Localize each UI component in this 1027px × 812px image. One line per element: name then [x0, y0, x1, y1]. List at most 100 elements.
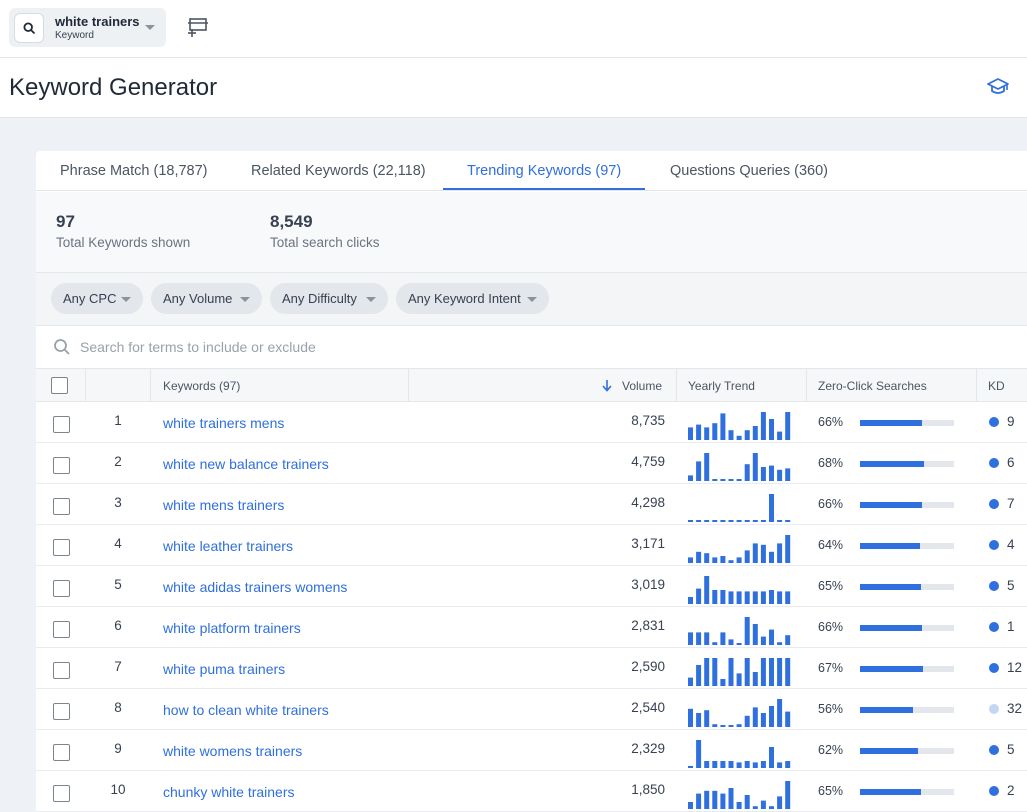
- kd-value: 6: [1007, 455, 1015, 470]
- keyword-link[interactable]: chunky white trainers: [163, 784, 295, 800]
- trend-bar: [704, 520, 710, 522]
- difficulty-filter[interactable]: Any Difficulty: [270, 283, 388, 314]
- trend-bar: [696, 632, 702, 645]
- row-rank: 1: [114, 413, 122, 428]
- volume-value: 2,329: [631, 741, 665, 756]
- graduation-cap-icon[interactable]: [986, 77, 1010, 97]
- row-rank: 7: [114, 659, 122, 674]
- table-row: 4 white leather trainers 3,171 64% 4: [36, 525, 1027, 566]
- zero-click-bar-fill: [860, 789, 922, 795]
- tab-phrase-match[interactable]: Phrase Match (18,787): [60, 163, 208, 179]
- row-checkbox[interactable]: [53, 457, 70, 474]
- kd-indicator-dot: [989, 417, 999, 427]
- row-checkbox[interactable]: [53, 416, 70, 433]
- trend-bar: [736, 762, 742, 768]
- chevron-down-icon[interactable]: [145, 25, 155, 30]
- keyword-link[interactable]: white womens trainers: [163, 743, 303, 759]
- tab-questions-queries[interactable]: Questions Queries (360): [670, 163, 828, 179]
- keyword-link[interactable]: white adidas trainers womens: [163, 579, 348, 595]
- column-divider: [85, 369, 86, 402]
- zero-click-percent: 56%: [818, 702, 844, 716]
- kd-value: 1: [1007, 619, 1015, 634]
- row-checkbox[interactable]: [53, 744, 70, 761]
- column-divider: [976, 369, 977, 402]
- trend-bar: [696, 461, 702, 481]
- search-button[interactable]: [14, 13, 44, 43]
- yearly-trend-sparkline: [688, 576, 791, 604]
- tab-bar: Phrase Match (18,787) Related Keywords (…: [36, 151, 1027, 191]
- select-all-checkbox[interactable]: [51, 377, 68, 394]
- keyword-link[interactable]: white mens trainers: [163, 497, 285, 513]
- keyword-link[interactable]: white new balance trainers: [163, 456, 329, 472]
- trend-bar: [720, 556, 726, 563]
- keyword-intent-filter[interactable]: Any Keyword Intent: [396, 283, 549, 314]
- trend-bar: [785, 591, 791, 604]
- zero-click-bar-fill: [860, 543, 921, 549]
- trend-bar: [704, 658, 710, 686]
- keyword-link[interactable]: how to clean white trainers: [163, 702, 329, 718]
- keyword-link[interactable]: white puma trainers: [163, 661, 286, 677]
- zero-click-bar: [860, 625, 954, 631]
- row-checkbox[interactable]: [53, 703, 70, 720]
- keyword-selector[interactable]: white trainers Keyword: [9, 8, 166, 47]
- keywords-column-header[interactable]: Keywords (97): [163, 379, 241, 393]
- keyword-link[interactable]: white trainers mens: [163, 415, 285, 431]
- trend-bar: [752, 762, 758, 768]
- trend-bar: [736, 673, 742, 686]
- add-to-list-icon[interactable]: [186, 15, 210, 39]
- trend-bar: [688, 597, 693, 604]
- zero-click-percent: 66%: [818, 620, 844, 634]
- trend-bar: [769, 747, 774, 768]
- cpc-filter[interactable]: Any CPC: [51, 283, 143, 314]
- total-clicks-label: Total search clicks: [270, 235, 380, 250]
- zero-click-percent: 62%: [818, 743, 844, 757]
- row-checkbox[interactable]: [53, 785, 70, 802]
- trend-bar: [736, 802, 742, 809]
- trend-bar: [696, 713, 702, 727]
- tab-related-keywords[interactable]: Related Keywords (22,118): [251, 163, 426, 179]
- keyword-link[interactable]: white leather trainers: [163, 538, 293, 554]
- kd-value: 4: [1007, 537, 1015, 552]
- kd-column-header[interactable]: KD: [988, 379, 1005, 393]
- trend-bar: [712, 724, 718, 727]
- term-search-input[interactable]: [80, 334, 680, 360]
- trend-bar: [752, 624, 758, 645]
- trend-bar: [688, 557, 693, 563]
- zero-click-bar-fill: [860, 502, 923, 508]
- trend-bar: [696, 740, 702, 768]
- kd-indicator-dot: [989, 786, 999, 796]
- row-checkbox[interactable]: [53, 498, 70, 515]
- trend-bar: [785, 781, 791, 809]
- zero-click-column-header[interactable]: Zero-Click Searches: [818, 379, 927, 393]
- trend-bar: [720, 479, 726, 481]
- keyword-link[interactable]: white platform trainers: [163, 620, 301, 636]
- kd-value: 5: [1007, 742, 1015, 757]
- kd-value: 2: [1007, 783, 1015, 798]
- trend-bar: [752, 543, 758, 563]
- trend-bar: [769, 806, 774, 809]
- column-divider: [806, 369, 807, 402]
- trend-bar: [712, 557, 718, 563]
- trend-bar: [720, 725, 726, 727]
- tab-trending-keywords[interactable]: Trending Keywords (97): [467, 163, 622, 179]
- row-checkbox[interactable]: [53, 539, 70, 556]
- trend-bar: [704, 427, 710, 440]
- column-divider: [150, 369, 151, 402]
- volume-column-header[interactable]: Volume: [622, 379, 663, 393]
- page-title: Keyword Generator: [9, 74, 218, 101]
- trend-bar: [777, 431, 783, 440]
- volume-value: 3,019: [631, 577, 665, 592]
- row-checkbox[interactable]: [53, 621, 70, 638]
- trend-bar: [769, 419, 774, 440]
- table-row: 6 white platform trainers 2,831 66% 1: [36, 607, 1027, 648]
- yearly-trend-sparkline: [688, 781, 791, 809]
- volume-filter[interactable]: Any Volume: [151, 283, 262, 314]
- trend-bar: [688, 802, 693, 809]
- sort-descending-icon[interactable]: [602, 379, 612, 392]
- row-checkbox[interactable]: [53, 662, 70, 679]
- trend-bar: [769, 494, 774, 522]
- row-checkbox[interactable]: [53, 580, 70, 597]
- trend-bar: [777, 699, 783, 727]
- trend-bar: [712, 423, 718, 440]
- trend-bar: [712, 658, 718, 686]
